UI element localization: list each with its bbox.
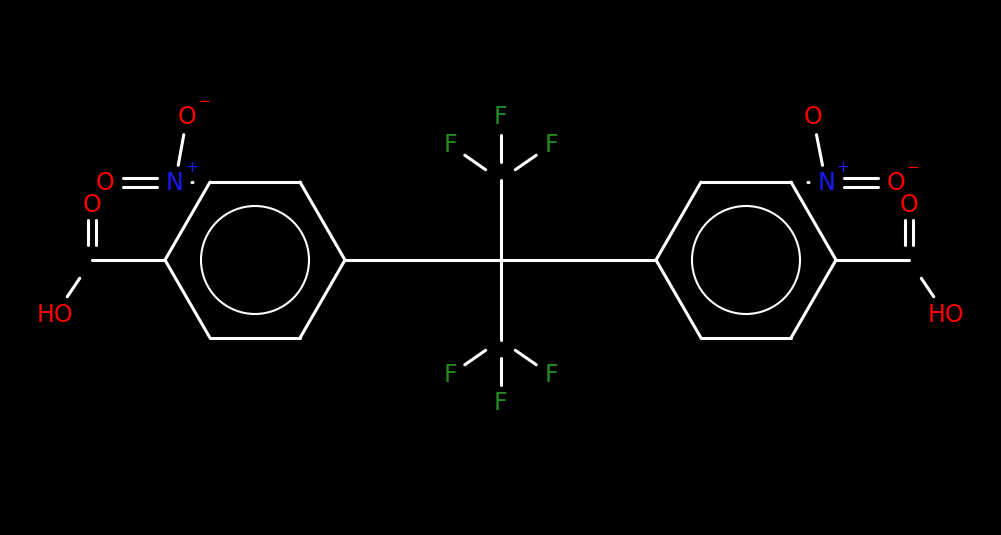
Text: O: O: [900, 193, 918, 217]
Text: −: −: [197, 94, 210, 109]
Text: −: −: [906, 160, 919, 175]
Text: O: O: [96, 171, 114, 195]
Text: F: F: [443, 363, 456, 387]
Text: O: O: [804, 105, 823, 129]
Text: F: F: [493, 391, 508, 415]
Text: O: O: [83, 193, 101, 217]
Text: +: +: [185, 160, 198, 175]
Text: HO: HO: [37, 303, 73, 327]
Text: F: F: [443, 133, 456, 157]
Text: O: O: [177, 105, 196, 129]
Text: F: F: [493, 105, 508, 129]
Text: N: N: [817, 171, 835, 195]
Text: N: N: [166, 171, 184, 195]
Text: F: F: [545, 133, 558, 157]
Text: +: +: [836, 160, 849, 175]
Text: O: O: [887, 171, 905, 195]
Text: F: F: [545, 363, 558, 387]
Text: HO: HO: [928, 303, 964, 327]
